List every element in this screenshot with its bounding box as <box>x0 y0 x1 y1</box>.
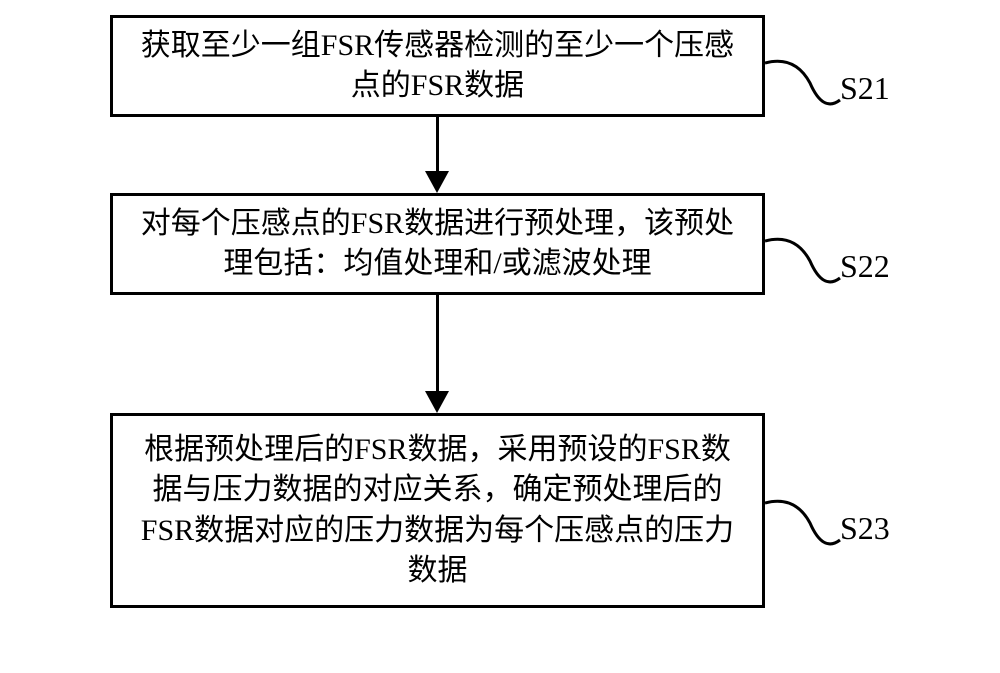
flowchart-node: 对每个压感点的FSR数据进行预处理，该预处理包括：均值处理和/或滤波处理 <box>110 193 765 295</box>
arrow-down-icon <box>425 391 449 413</box>
flowchart-node: 根据预处理后的FSR数据，采用预设的FSR数据与压力数据的对应关系，确定预处理后… <box>110 413 765 608</box>
label-connector <box>765 233 845 303</box>
node-text: 根据预处理后的FSR数据，采用预设的FSR数据与压力数据的对应关系，确定预处理后… <box>133 430 742 592</box>
node-text: 获取至少一组FSR传感器检测的至少一个压感点的FSR数据 <box>133 26 742 107</box>
label-connector <box>765 495 845 565</box>
step-label: S22 <box>840 248 890 285</box>
edge-line <box>436 117 439 175</box>
arrow-down-icon <box>425 171 449 193</box>
label-connector <box>765 55 845 125</box>
step-label: S23 <box>840 510 890 547</box>
edge-line <box>436 295 439 395</box>
node-text: 对每个压感点的FSR数据进行预处理，该预处理包括：均值处理和/或滤波处理 <box>133 204 742 285</box>
flowchart-node: 获取至少一组FSR传感器检测的至少一个压感点的FSR数据 <box>110 15 765 117</box>
step-label: S21 <box>840 70 890 107</box>
